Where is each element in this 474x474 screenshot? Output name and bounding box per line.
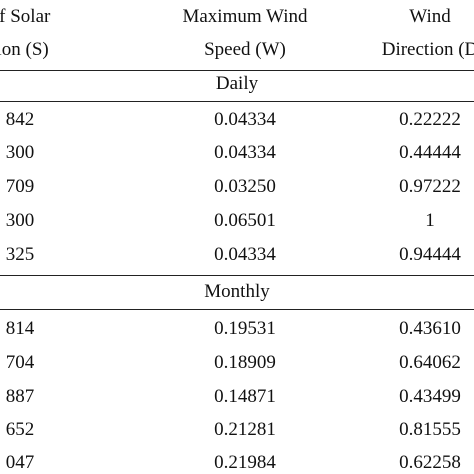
table-cell-wind-speed: 0.04334 <box>214 109 276 130</box>
header-wind-speed-line1: Maximum Wind <box>182 6 308 27</box>
table-cell-wind-speed: 0.18909 <box>214 352 276 373</box>
header-wind-direction-line2: Direction (D <box>381 39 474 60</box>
header-rule <box>0 70 474 71</box>
table-cell-wind-direction: 1 <box>425 210 435 231</box>
table-cell-solar: 652 <box>5 419 35 440</box>
header-solar-line1: of Solar <box>0 6 51 27</box>
table-cell-solar: 709 <box>5 176 35 197</box>
section-label-daily: Daily <box>215 73 259 94</box>
table-cell-wind-direction: 0.81555 <box>399 419 461 440</box>
table-cell-wind-direction: 0.22222 <box>399 109 461 130</box>
table-cell-wind-direction: 0.97222 <box>399 176 461 197</box>
table-cell-solar: 704 <box>5 352 35 373</box>
table-cell-wind-speed: 0.03250 <box>214 176 276 197</box>
table-cell-solar: 300 <box>5 142 35 163</box>
table-cell-solar: 325 <box>5 244 35 265</box>
table-cell-wind-direction: 0.94444 <box>399 244 461 265</box>
header-wind-direction-line1: Wind <box>409 6 451 27</box>
section-label-monthly: Monthly <box>204 281 270 302</box>
daily-end-rule <box>0 275 474 276</box>
table-cell-solar: 842 <box>5 109 35 130</box>
table-cell-wind-speed: 0.06501 <box>214 210 276 231</box>
table-cell-wind-speed: 0.14871 <box>214 386 276 407</box>
table-cell-solar: 887 <box>5 386 35 407</box>
table-cell-solar: 047 <box>5 452 35 473</box>
monthly-rule <box>0 309 474 310</box>
table-cell-wind-speed: 0.21984 <box>214 452 276 473</box>
table-cell-wind-speed: 0.04334 <box>214 244 276 265</box>
daily-rule <box>0 101 474 102</box>
table-cell-wind-speed: 0.04334 <box>214 142 276 163</box>
table-cell-wind-direction: 0.44444 <box>399 142 461 163</box>
table-cell-wind-speed: 0.21281 <box>214 419 276 440</box>
table-cell-wind-speed: 0.19531 <box>214 318 276 339</box>
table-cell-wind-direction: 0.62258 <box>399 452 461 473</box>
table-cell-wind-direction: 0.43499 <box>399 386 461 407</box>
header-wind-speed-line2: Speed (W) <box>204 39 286 60</box>
table-cell-wind-direction: 0.43610 <box>399 318 461 339</box>
header-solar-line2: tion (S) <box>0 39 49 60</box>
table-cell-wind-direction: 0.64062 <box>399 352 461 373</box>
table-cell-solar: 300 <box>5 210 35 231</box>
table-cell-solar: 814 <box>5 318 35 339</box>
